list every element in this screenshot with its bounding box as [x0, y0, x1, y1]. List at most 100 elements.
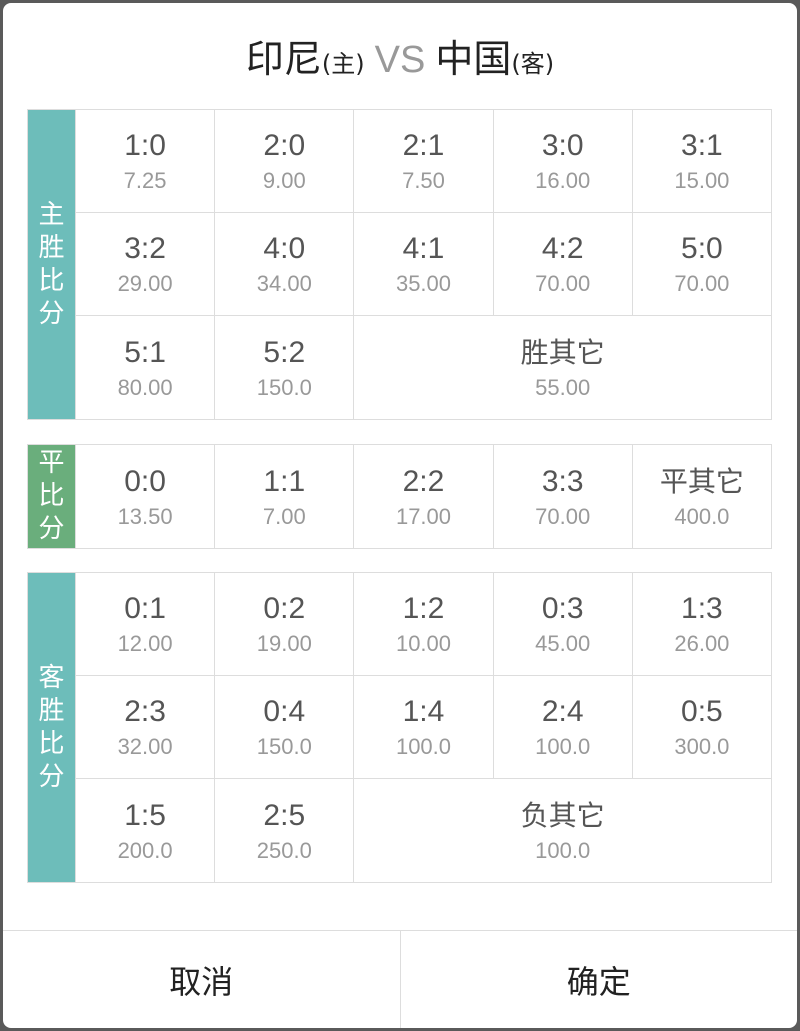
score-label: 1:1 — [263, 464, 306, 498]
odds-value: 12.00 — [117, 631, 173, 656]
odds-value: 15.00 — [674, 168, 730, 193]
score-label: 3:1 — [681, 129, 723, 162]
odds-value: 29.00 — [117, 271, 173, 296]
score-option[interactable]: 1:2 10.00 — [353, 573, 493, 676]
home-tag: (主) — [321, 50, 365, 78]
odds-value: 7.50 — [402, 168, 445, 193]
score-option[interactable]: 2:0 9.00 — [214, 110, 354, 213]
section-label-char: 比 — [38, 728, 65, 759]
score-option[interactable]: 2:1 7.50 — [353, 110, 493, 213]
score-label: 0:4 — [263, 695, 306, 728]
score-option[interactable]: 负其它 100.0 — [353, 779, 771, 882]
score-option[interactable]: 4:2 70.00 — [492, 213, 632, 316]
score-picker-dialog: 印尼(主) VS 中国(客) 主胜比分 1:0 7.25 2:0 9.00 2:1 7.50 3… — [3, 3, 797, 1028]
away-tag: (客) — [511, 50, 555, 78]
odds-value: 16.00 — [535, 168, 591, 193]
score-option[interactable]: 0:5 300.0 — [631, 676, 771, 779]
score-grid: 1:0 7.25 2:0 9.00 2:1 7.50 3:0 16.00 3:1 15.00 3:2… — [75, 110, 771, 419]
odds-value: 35.00 — [395, 271, 452, 296]
score-option[interactable]: 1:1 7.00 — [214, 445, 353, 548]
score-option[interactable]: 0:4 150.0 — [214, 676, 354, 779]
score-option[interactable]: 0:2 19.00 — [214, 573, 354, 676]
dialog-footer: 取消 确定 — [3, 930, 797, 1028]
score-label: 平其它 — [659, 464, 744, 498]
section-label-char: 胜 — [38, 695, 65, 726]
odds-value: 7.00 — [262, 503, 306, 529]
section-label-char: 主 — [38, 199, 65, 230]
odds-value: 300.0 — [674, 734, 730, 759]
score-option[interactable]: 1:5 200.0 — [75, 779, 214, 882]
odds-value: 70.00 — [535, 503, 591, 529]
odds-value: 150.0 — [256, 734, 312, 759]
score-label: 2:4 — [541, 695, 584, 728]
score-label: 0:0 — [124, 464, 166, 498]
odds-value: 70.00 — [674, 271, 730, 296]
odds-value: 100.0 — [395, 734, 452, 759]
odds-value: 32.00 — [117, 734, 173, 759]
section-label: 平比分 — [28, 445, 75, 548]
vs-label: VS — [374, 39, 426, 81]
section-label: 客胜比分 — [28, 573, 75, 882]
score-label: 1:0 — [124, 129, 166, 162]
score-option[interactable]: 2:5 250.0 — [214, 779, 353, 882]
score-label: 1:5 — [124, 798, 166, 832]
score-label: 2:0 — [263, 129, 306, 162]
score-label: 5:1 — [124, 335, 166, 369]
score-label: 0:2 — [263, 592, 306, 625]
score-option[interactable]: 4:0 34.00 — [214, 213, 354, 316]
score-option[interactable]: 5:0 70.00 — [631, 213, 771, 316]
odds-value: 7.25 — [123, 168, 167, 193]
odds-value: 26.00 — [674, 631, 730, 656]
score-option[interactable]: 0:1 12.00 — [75, 573, 215, 676]
odds-value: 9.00 — [262, 168, 306, 193]
score-label: 1:4 — [402, 695, 445, 728]
score-option[interactable]: 2:4 100.0 — [492, 676, 632, 779]
score-option[interactable]: 3:2 29.00 — [75, 213, 215, 316]
score-label: 0:3 — [541, 592, 584, 625]
score-option[interactable]: 3:0 16.00 — [492, 110, 632, 213]
section-draw: 平比分 0:0 13.50 1:1 7.00 2:2 17.00 3:3 70.00 平其它 40… — [27, 444, 772, 549]
section-label-char: 分 — [38, 761, 65, 792]
section-label-char: 分 — [38, 514, 65, 544]
cancel-button[interactable]: 取消 — [169, 962, 234, 1001]
confirm-button[interactable]: 确定 — [399, 931, 798, 1028]
score-label: 2:3 — [124, 695, 166, 728]
score-label: 负其它 — [520, 798, 605, 832]
score-option[interactable]: 1:3 26.00 — [631, 573, 771, 676]
score-option[interactable]: 3:3 70.00 — [492, 445, 632, 548]
score-label: 1:2 — [402, 592, 445, 625]
odds-value: 34.00 — [256, 271, 312, 296]
section-label-char: 客 — [38, 662, 65, 693]
score-option[interactable]: 1:4 100.0 — [353, 676, 493, 779]
odds-value: 150.0 — [256, 374, 312, 400]
score-label: 3:2 — [124, 232, 166, 265]
away-team: 中国 — [435, 37, 512, 81]
score-option[interactable]: 胜其它 55.00 — [353, 316, 771, 419]
score-label: 5:0 — [681, 232, 723, 265]
match-title: 印尼(主) VS 中国(客) — [3, 31, 797, 92]
score-label: 0:5 — [681, 695, 723, 728]
score-option[interactable]: 4:1 35.00 — [353, 213, 493, 316]
score-option[interactable]: 0:3 45.00 — [492, 573, 632, 676]
score-label: 1:3 — [681, 592, 723, 625]
odds-value: 400.0 — [674, 503, 730, 529]
score-option[interactable]: 平其它 400.0 — [631, 445, 771, 548]
score-option[interactable]: 0:0 13.50 — [75, 445, 214, 548]
score-option[interactable]: 5:2 150.0 — [214, 316, 353, 419]
score-option[interactable]: 5:1 80.00 — [75, 316, 214, 419]
section-label: 主胜比分 — [28, 110, 75, 419]
odds-value: 100.0 — [535, 837, 591, 863]
home-team: 印尼 — [245, 37, 322, 81]
score-option[interactable]: 3:1 15.00 — [631, 110, 771, 213]
score-option[interactable]: 2:2 17.00 — [353, 445, 492, 548]
section-label-char: 比 — [38, 265, 65, 296]
score-option[interactable]: 1:0 7.25 — [75, 110, 215, 213]
odds-value: 17.00 — [395, 503, 452, 529]
score-label: 2:2 — [402, 464, 445, 498]
score-grid: 0:0 13.50 1:1 7.00 2:2 17.00 3:3 70.00 平其它 400.0 — [75, 445, 771, 548]
odds-value: 45.00 — [535, 631, 591, 656]
score-label: 2:1 — [402, 129, 445, 162]
odds-value: 55.00 — [535, 374, 591, 400]
score-option[interactable]: 2:3 32.00 — [75, 676, 215, 779]
odds-value: 100.0 — [535, 734, 591, 759]
